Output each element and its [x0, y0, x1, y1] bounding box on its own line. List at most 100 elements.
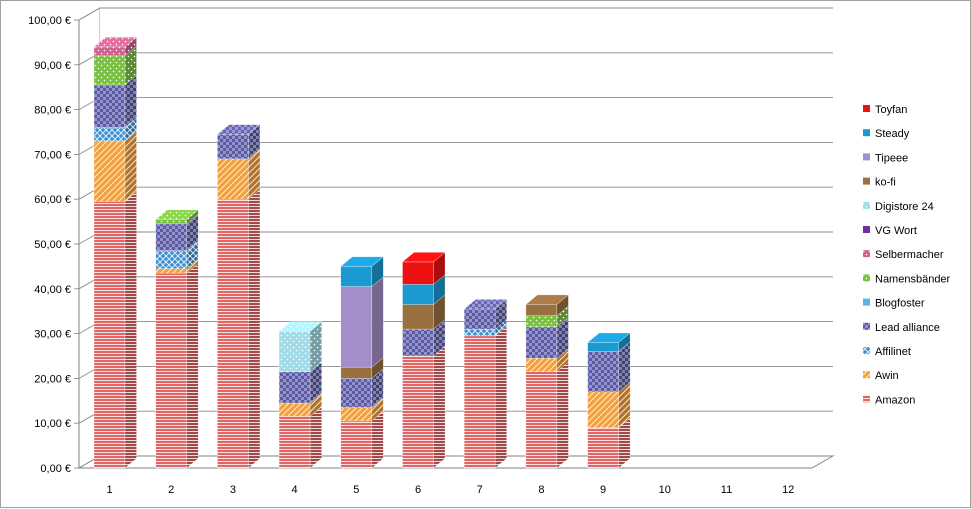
bar-front-face — [525, 304, 558, 316]
bar-segment — [402, 318, 446, 357]
bar-front-face — [463, 335, 496, 469]
legend-swatch — [863, 347, 870, 354]
bar-stack — [278, 321, 323, 469]
legend-label: Toyfan — [875, 104, 907, 116]
bar-front-face — [340, 286, 373, 368]
bar-front-face — [587, 351, 619, 393]
legend-swatch — [863, 274, 870, 282]
gridline-depth — [78, 7, 101, 21]
bar-segment — [217, 148, 261, 200]
bar-front-face — [402, 304, 434, 330]
legend-item: ko-fi — [863, 177, 896, 189]
legend-item: Steady — [863, 128, 910, 140]
x-tick-label: 2 — [168, 484, 174, 496]
legend: Toyfan Steady Tipeee ko-fi Digistore 24 VG Wo… — [863, 104, 951, 406]
legend-label: Steady — [875, 128, 910, 140]
bar-segment — [340, 368, 384, 409]
legend-swatch — [863, 395, 870, 403]
bar-front-face — [217, 158, 249, 200]
y-tick-label: 40,00 € — [34, 284, 71, 296]
bar-segment — [587, 417, 631, 469]
bar-side-face — [186, 262, 199, 469]
legend-item: Amazon — [863, 394, 915, 406]
bar-stack — [463, 298, 508, 469]
bar-front-face — [93, 55, 126, 86]
bar-front-face — [587, 427, 619, 469]
bar-segment — [525, 316, 569, 359]
x-tick-label: 4 — [292, 484, 298, 496]
bar-front-face — [340, 378, 373, 408]
bar-side-face — [433, 345, 446, 469]
bar-front-face — [402, 328, 434, 357]
legend-swatch — [863, 129, 870, 137]
bar-front-face — [155, 219, 187, 225]
bar-segment — [93, 74, 137, 129]
bar-front-face — [525, 326, 558, 359]
bar-top-face — [340, 256, 385, 267]
bar-front-face — [155, 250, 187, 269]
bar-segment — [93, 191, 137, 469]
legend-swatch — [863, 298, 870, 306]
legend-item: Selbermacher — [863, 249, 944, 261]
bar-front-face — [155, 223, 187, 251]
bar-top-face — [216, 124, 261, 135]
bar-segment — [217, 189, 261, 469]
bar-stack — [586, 332, 631, 469]
legend-item: Lead alliance — [863, 322, 940, 334]
bar-front-face — [93, 46, 126, 57]
bar-front-face — [402, 355, 434, 469]
legend-swatch — [863, 250, 870, 258]
bar-segment — [340, 410, 384, 469]
legend-item: Namensbänder — [863, 273, 951, 285]
bar-front-face — [340, 407, 373, 422]
bar-segment — [587, 381, 631, 429]
legend-label: Digistore 24 — [875, 201, 934, 213]
bar-top-face — [155, 209, 199, 220]
bar-side-face — [124, 191, 137, 469]
legend-swatch — [863, 322, 870, 330]
legend-swatch — [863, 105, 870, 112]
bar-front-face — [340, 420, 373, 469]
legend-item: Blogfoster — [863, 298, 925, 310]
legend-item: Toyfan — [863, 104, 907, 116]
bar-front-face — [93, 140, 126, 202]
x-tick-label: 3 — [230, 484, 236, 496]
bar-top-face — [463, 299, 508, 310]
bar-segment — [525, 348, 569, 373]
y-tick-label: 10,00 € — [34, 418, 71, 430]
bar-segment — [278, 392, 322, 418]
bar-segment — [93, 130, 137, 202]
legend-label: ko-fi — [875, 177, 896, 189]
bar-segment — [155, 213, 199, 252]
y-tick-label: 60,00 € — [34, 194, 71, 206]
bar-front-face — [340, 366, 373, 379]
legend-label: Awin — [875, 370, 899, 382]
legend-label: Blogfoster — [875, 298, 925, 310]
bar-segment — [402, 345, 446, 469]
bar-front-face — [278, 331, 311, 372]
x-tick-label: 8 — [538, 484, 544, 496]
bar-segment — [155, 262, 199, 469]
bar-front-face — [525, 315, 558, 328]
legend-swatch — [863, 226, 870, 233]
y-tick-label: 70,00 € — [34, 149, 71, 161]
y-axis: 0,00 € 10,00 € 20,00 € 30,00 € 40,00 € 50,00 … — [28, 15, 80, 475]
bar-stack — [93, 36, 138, 469]
bar-side-face — [371, 276, 384, 368]
bar-side-face — [371, 410, 384, 469]
x-tick-label: 10 — [659, 484, 671, 496]
bar-side-face — [494, 325, 507, 469]
bar-front-face — [525, 371, 558, 469]
bar-segment — [278, 321, 322, 373]
legend-item: Affilinet — [863, 346, 911, 358]
bar-front-face — [402, 261, 434, 285]
bar-front-face — [463, 308, 496, 330]
bar-segment — [402, 251, 446, 285]
bar-segment — [93, 117, 137, 142]
legend-item: Awin — [863, 370, 899, 382]
x-tick-label: 6 — [415, 484, 421, 496]
legend-item: VG Wort — [863, 225, 917, 237]
bar-stack — [525, 294, 570, 469]
